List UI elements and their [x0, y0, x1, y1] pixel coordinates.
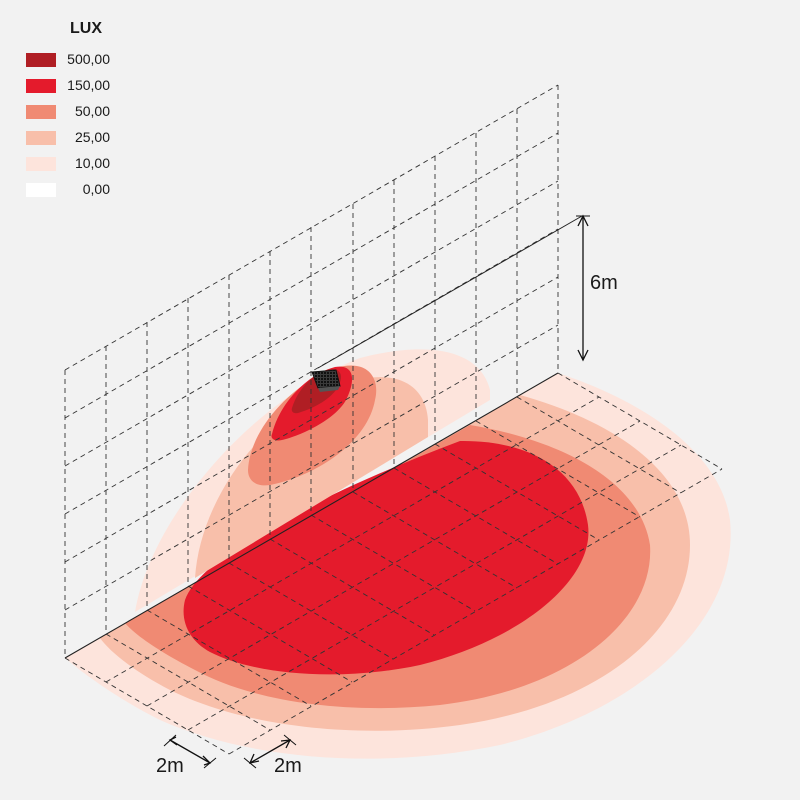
- legend-label: 50,00: [74, 103, 110, 119]
- height-dimension: [576, 214, 590, 362]
- legend-item: 10,00: [26, 154, 126, 174]
- floor-light-pattern: [65, 373, 731, 759]
- legend-label: 10,00: [74, 155, 110, 171]
- legend-swatch: [26, 53, 56, 67]
- legend-label: 500,00: [67, 51, 110, 67]
- mounting-height-line: [317, 215, 583, 369]
- wall-zone-25: [195, 377, 428, 578]
- legend-swatch: [26, 183, 56, 197]
- legend-swatch: [26, 79, 56, 93]
- height-label: 6m: [590, 272, 618, 294]
- floor-zone-150: [183, 440, 589, 675]
- wall-floor-edge: [64, 372, 559, 659]
- legend-swatch: [26, 105, 56, 119]
- grid-x-dimension: [163, 734, 217, 769]
- floodlight-icon: [311, 369, 341, 392]
- legend-item: 150,00: [26, 76, 126, 96]
- legend-label: 0,00: [82, 181, 110, 197]
- grid-x-label: 2m: [156, 755, 184, 777]
- grid-y-dimension: [243, 734, 297, 769]
- legend-item: 500,00: [26, 50, 126, 70]
- legend-label: 150,00: [67, 77, 110, 93]
- legend-item: 50,00: [26, 102, 126, 122]
- grid-y-label: 2m: [274, 755, 302, 777]
- legend-title: LUX: [70, 20, 102, 37]
- legend-label: 25,00: [74, 129, 110, 145]
- legend-item: 25,00: [26, 128, 126, 148]
- wall-light-pattern: [135, 349, 490, 612]
- legend-swatch: [26, 131, 56, 145]
- legend-item: 0,00: [26, 180, 126, 200]
- legend-swatch: [26, 157, 56, 171]
